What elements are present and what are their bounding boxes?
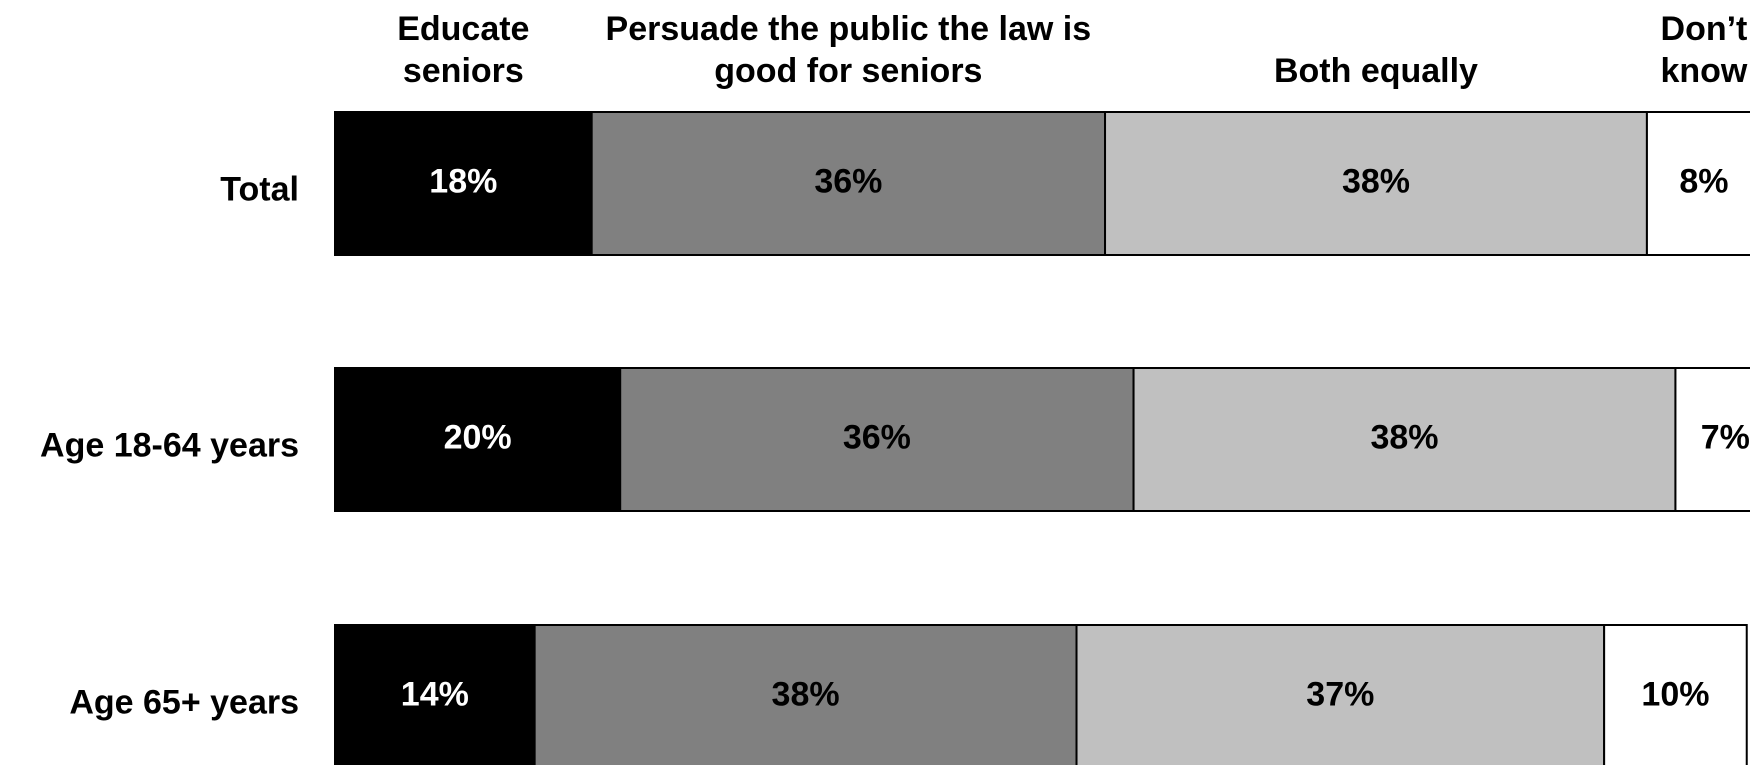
value-label: 38%: [772, 675, 840, 713]
legend-header: Both equally: [1273, 52, 1478, 90]
bar-segment: [1075, 624, 1606, 765]
value-label: 36%: [843, 418, 911, 456]
legend-header: Educate seniors: [397, 10, 530, 90]
value-label: 38%: [1342, 162, 1410, 200]
value-label: 10%: [1641, 675, 1709, 713]
value-label: 18%: [429, 162, 497, 200]
category-label: Age 65+ years: [69, 683, 299, 721]
bar-segment: [1645, 111, 1750, 256]
legend-header: Persuade the public the law is good for …: [605, 10, 1092, 90]
value-label: 14%: [401, 675, 469, 713]
category-label: Total: [220, 170, 299, 208]
value-label: 38%: [1370, 418, 1438, 456]
bar-segment: [1674, 367, 1750, 512]
bar-segment: [334, 624, 536, 765]
legend-header: Don’t know: [1660, 10, 1748, 90]
bar-segment: [590, 111, 1107, 256]
bar-segment: [1104, 111, 1648, 256]
bar-segment: [619, 367, 1135, 512]
bar-segment: [334, 367, 622, 512]
bar-segment: [533, 624, 1078, 765]
value-label: 20%: [444, 418, 512, 456]
category-label: Age 18-64 years: [40, 426, 299, 464]
value-label: 37%: [1306, 675, 1374, 713]
value-label: 36%: [814, 162, 882, 200]
value-label: 7%: [1701, 418, 1750, 456]
bar-segment: [1132, 367, 1677, 512]
bar-segment: [334, 111, 593, 256]
bar-segment: [1603, 624, 1748, 765]
value-label: 8%: [1679, 162, 1728, 200]
